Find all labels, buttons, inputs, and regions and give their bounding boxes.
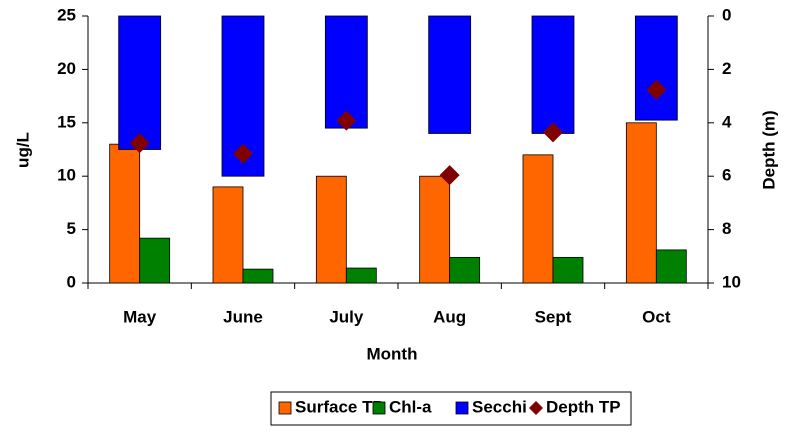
marker — [543, 122, 563, 143]
legend-label: Surface TP — [295, 397, 384, 416]
bar — [552, 256, 584, 284]
y2-tick-label: 0 — [722, 5, 731, 24]
bar — [324, 15, 368, 129]
y2-tick-label: 2 — [722, 59, 731, 78]
x-tick-label: Sept — [535, 307, 572, 326]
bar — [345, 267, 377, 284]
y-tick-label: 10 — [57, 166, 76, 185]
x-tick-label: June — [223, 307, 263, 326]
bar — [315, 175, 347, 284]
legend-marker — [529, 401, 543, 415]
y-axis-title: ug/L — [13, 132, 32, 168]
bar — [625, 122, 657, 284]
bar — [522, 154, 554, 284]
y-tick-label: 0 — [67, 272, 76, 291]
legend-swatch — [278, 401, 292, 415]
bar — [449, 256, 481, 284]
bar — [634, 15, 678, 121]
marker — [233, 143, 253, 164]
legend-label: Chl-a — [389, 397, 432, 416]
legend-swatch — [455, 401, 469, 415]
marker — [336, 110, 357, 131]
bar — [655, 249, 687, 284]
bar — [212, 186, 244, 284]
legend-swatch — [372, 401, 386, 415]
bar — [139, 237, 171, 284]
bar — [109, 143, 141, 284]
x-axis-title: Month — [367, 344, 418, 363]
y2-tick-label: 10 — [722, 272, 741, 291]
bar — [118, 15, 162, 150]
legend-box — [270, 391, 632, 426]
marker — [129, 133, 150, 154]
bar — [428, 15, 472, 134]
y-tick-label: 20 — [57, 59, 76, 78]
y2-tick-label: 4 — [722, 112, 732, 131]
bar — [419, 175, 451, 284]
legend-label: Secchi — [472, 397, 527, 416]
y-tick-label: 5 — [67, 219, 76, 238]
x-tick-label: Oct — [642, 307, 671, 326]
y-tick-label: 25 — [57, 5, 76, 24]
y2-tick-label: 8 — [722, 219, 731, 238]
marker — [439, 165, 460, 186]
x-tick-label: July — [329, 307, 364, 326]
bar — [242, 268, 274, 284]
y-tick-label: 15 — [57, 112, 76, 131]
legend-label: Depth TP — [546, 397, 621, 416]
x-tick-label: May — [123, 307, 157, 326]
marker — [646, 79, 667, 100]
bar — [531, 15, 575, 134]
y2-axis-title: Depth (m) — [759, 110, 778, 189]
x-tick-label: Aug — [433, 307, 466, 326]
y2-tick-label: 6 — [722, 166, 731, 185]
